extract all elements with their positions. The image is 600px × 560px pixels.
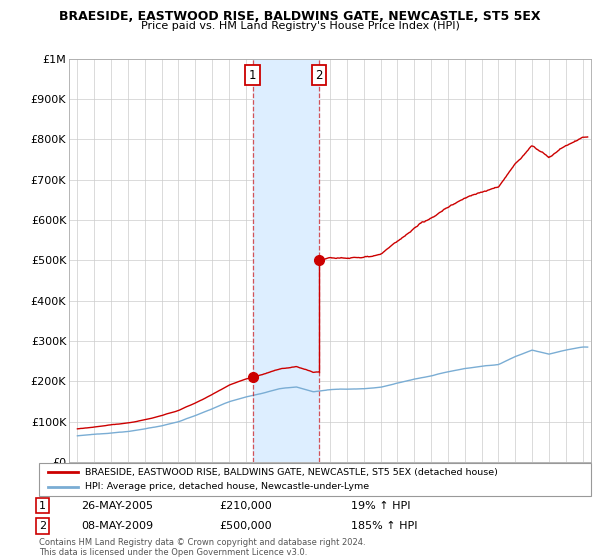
Text: BRAESIDE, EASTWOOD RISE, BALDWINS GATE, NEWCASTLE, ST5 5EX: BRAESIDE, EASTWOOD RISE, BALDWINS GATE, … — [59, 10, 541, 23]
Text: Price paid vs. HM Land Registry's House Price Index (HPI): Price paid vs. HM Land Registry's House … — [140, 21, 460, 31]
Text: HPI: Average price, detached house, Newcastle-under-Lyme: HPI: Average price, detached house, Newc… — [85, 482, 370, 491]
Text: BRAESIDE, EASTWOOD RISE, BALDWINS GATE, NEWCASTLE, ST5 5EX (detached house): BRAESIDE, EASTWOOD RISE, BALDWINS GATE, … — [85, 468, 498, 477]
Text: 1: 1 — [39, 501, 46, 511]
Text: £210,000: £210,000 — [219, 501, 272, 511]
Text: £500,000: £500,000 — [219, 521, 272, 531]
Text: 1: 1 — [249, 68, 256, 82]
Text: 2: 2 — [316, 68, 323, 82]
Text: 26-MAY-2005: 26-MAY-2005 — [81, 501, 153, 511]
Text: 19% ↑ HPI: 19% ↑ HPI — [351, 501, 410, 511]
Text: 185% ↑ HPI: 185% ↑ HPI — [351, 521, 418, 531]
Text: 2: 2 — [39, 521, 46, 531]
Text: 08-MAY-2009: 08-MAY-2009 — [81, 521, 153, 531]
Bar — [253, 59, 319, 462]
Text: Contains HM Land Registry data © Crown copyright and database right 2024.
This d: Contains HM Land Registry data © Crown c… — [39, 538, 365, 557]
